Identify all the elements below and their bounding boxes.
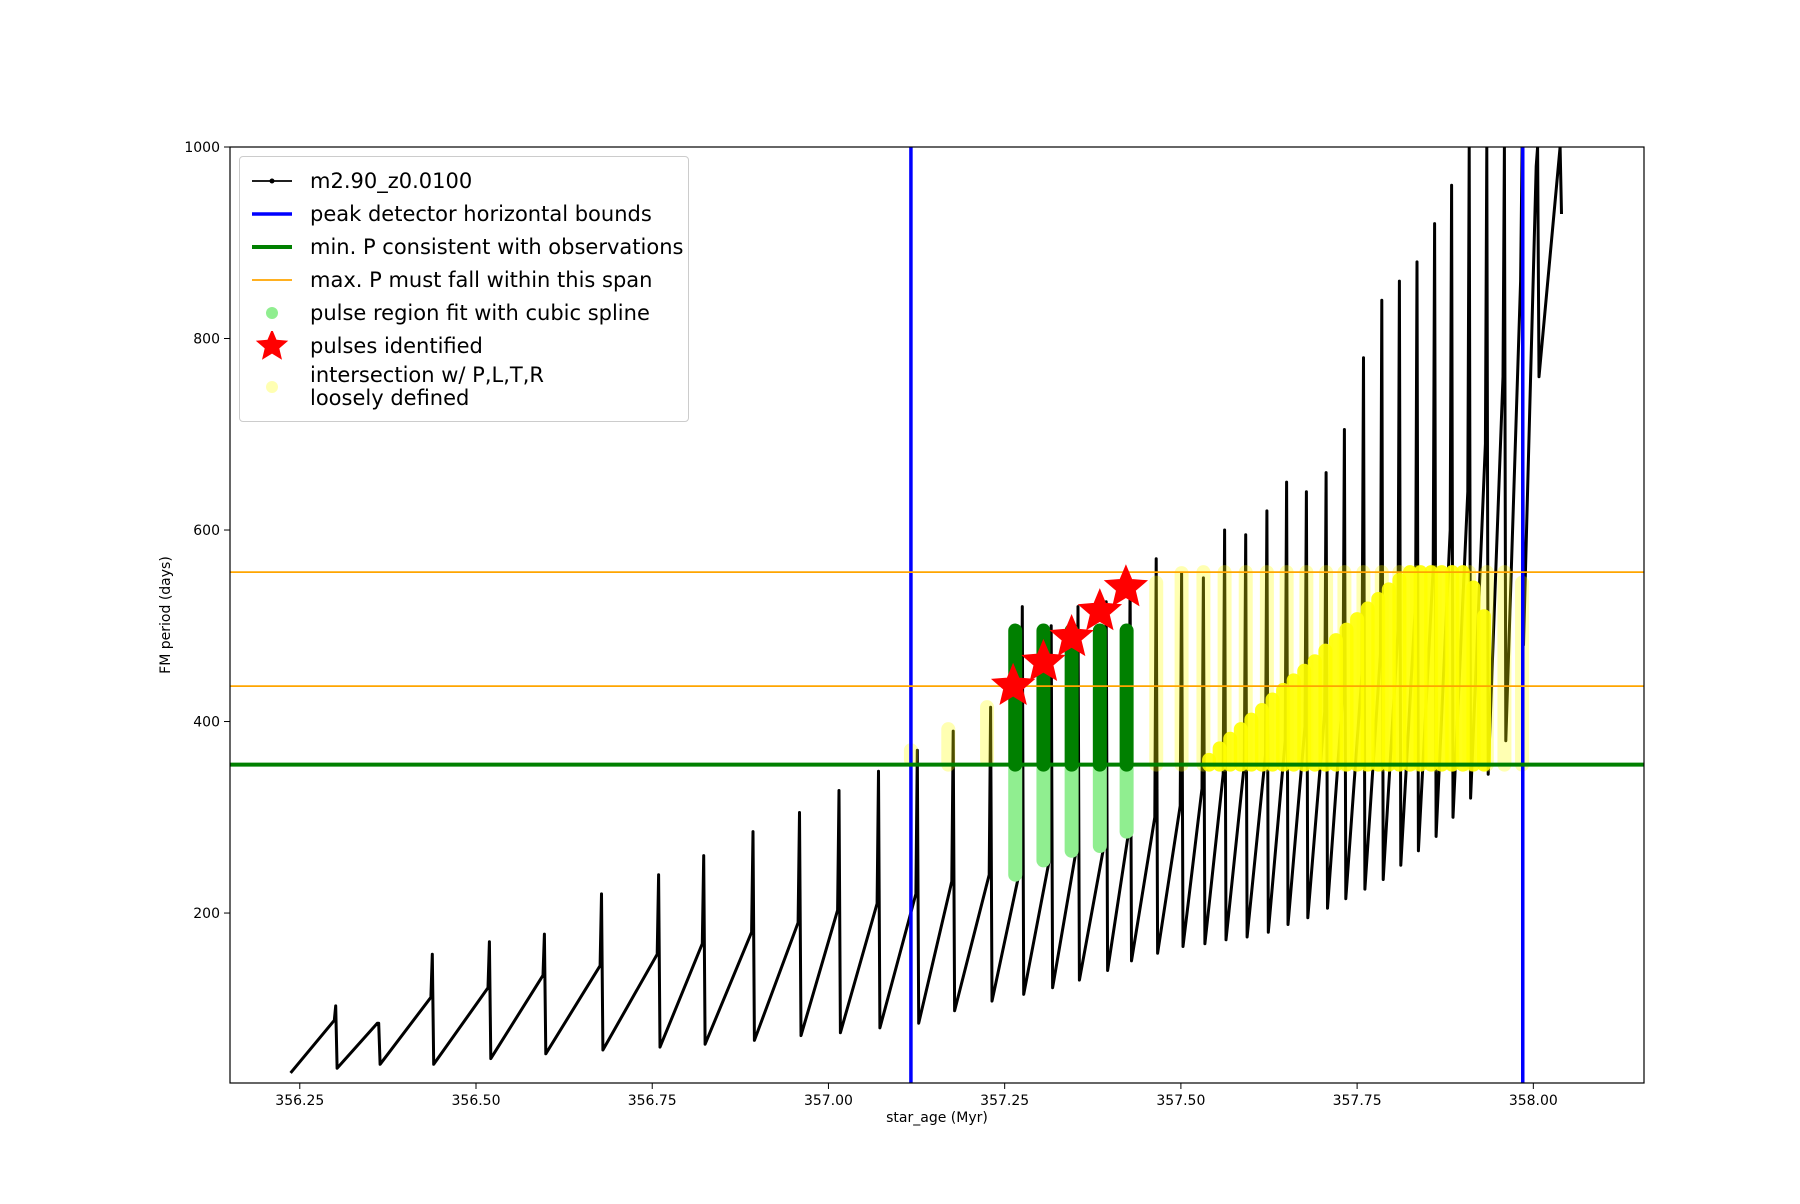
legend-marker — [266, 307, 278, 319]
legend-entry: m2.90_z0.0100 — [240, 166, 688, 196]
legend-label: min. P consistent with observations — [310, 234, 684, 259]
legend-entry: pulse region fit with cubic spline — [240, 298, 688, 328]
legend-marker — [255, 331, 289, 360]
legend-entry: peak detector horizontal bounds — [240, 199, 688, 229]
x-tick-label: 357.25 — [980, 1093, 1029, 1109]
legend-entry: intersection w/ P,L,T,R loosely defined — [240, 364, 688, 410]
data-line — [289, 147, 1563, 1074]
pulse-star — [1103, 564, 1149, 607]
x-tick-label: 357.00 — [804, 1093, 853, 1109]
y-tick-label: 600 — [193, 523, 220, 539]
x-tick-label: 358.00 — [1509, 1093, 1558, 1109]
legend-label: m2.90_z0.0100 — [310, 168, 473, 193]
legend-marker — [252, 212, 292, 216]
legend-label: max. P must fall within this span — [310, 267, 653, 292]
x-axis-label: star_age (Myr) — [886, 1110, 988, 1126]
plot-area — [230, 147, 1644, 1083]
legend-entry: max. P must fall within this span — [240, 265, 688, 295]
legend-marker — [252, 279, 292, 281]
y-axis-label: FM period (days) — [158, 556, 174, 674]
legend-label: pulse region fit with cubic spline — [310, 300, 650, 325]
plot-frame — [229, 146, 1645, 1084]
legend-marker — [252, 178, 292, 184]
legend-entry: min. P consistent with observations — [240, 232, 688, 262]
x-tick-label: 357.50 — [1156, 1093, 1205, 1109]
x-tick-label: 356.75 — [628, 1093, 677, 1109]
pulse-star — [1077, 588, 1123, 631]
y-tick-label: 800 — [193, 332, 220, 348]
x-tick-label: 356.25 — [275, 1093, 324, 1109]
legend-label: intersection w/ P,L,T,R loosely defined — [310, 363, 544, 410]
legend-label: pulses identified — [310, 333, 483, 358]
legend-marker — [266, 381, 278, 393]
y-tick-label: 1000 — [184, 140, 220, 156]
legend-label: peak detector horizontal bounds — [310, 201, 652, 226]
y-tick-label: 400 — [193, 715, 220, 731]
y-tick-label: 200 — [193, 906, 220, 922]
pulse-star — [1049, 614, 1094, 657]
x-tick-label: 356.50 — [452, 1093, 501, 1109]
legend-marker — [252, 245, 292, 249]
legend-entry: pulses identified — [240, 331, 688, 361]
pulse-star — [990, 662, 1036, 705]
x-tick-label: 357.75 — [1333, 1093, 1382, 1109]
